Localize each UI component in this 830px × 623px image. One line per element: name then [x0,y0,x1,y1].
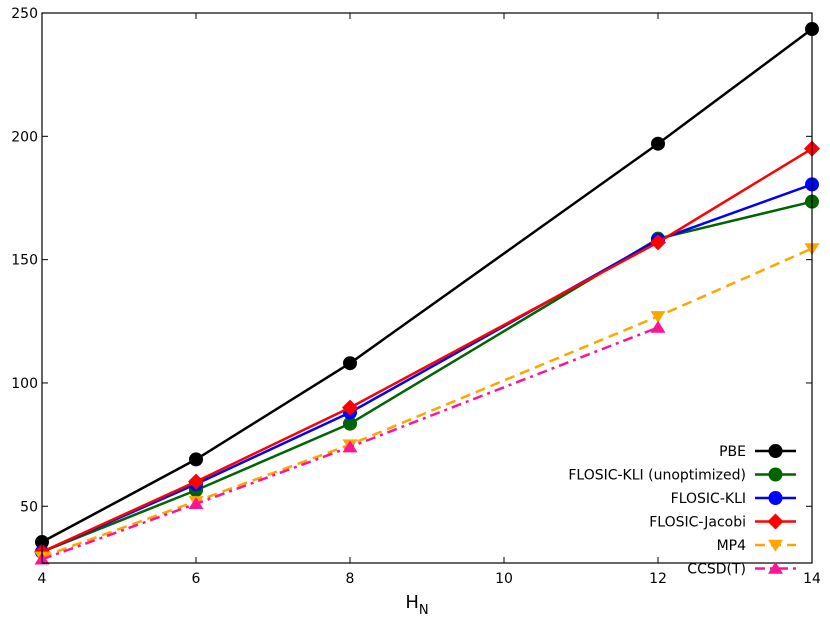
legend-item: MP4 [717,538,796,554]
legend-item: PBE [719,444,796,460]
legend-item: CCSD(T) [687,562,796,578]
data-point [189,452,203,467]
x-axis-title-main: H [405,592,419,613]
x-tick-label: 4 [38,571,47,587]
legend-marker [768,467,783,482]
x-tick-label: 12 [649,571,667,587]
data-point [650,320,666,333]
chart-series [34,22,820,565]
legend-marker [768,444,783,458]
legend-label: FLOSIC-KLI (unoptimized) [568,468,746,484]
x-tick-label: 8 [346,571,355,587]
legend-item: FLOSIC-KLI (unoptimized) [568,467,796,484]
legend-item: FLOSIC-KLI [671,491,796,507]
series-pbe [35,22,819,550]
legend-marker [767,513,784,530]
x-tick-label: 10 [495,571,513,587]
x-tick-label: 6 [192,571,201,587]
legend-marker [768,539,783,552]
y-tick-label: 250 [11,6,38,22]
legend-label: FLOSIC-Jacobi [649,515,746,531]
series-ccsd-t [34,320,666,565]
plot-frame [41,12,813,564]
data-point [650,234,666,251]
data-point [342,399,358,416]
series-line [41,326,659,561]
x-tick-label: 14 [803,571,821,587]
data-point [188,497,204,510]
chart-legend: PBE FLOSIC-KLI (unoptimized) FLOSIC-KLI FLO… [568,444,796,578]
legend-label: CCSD(T) [687,562,746,578]
x-axis-title: HN [405,592,428,618]
data-point [650,311,666,324]
x-axis-title-subscript: N [419,603,429,618]
y-tick-label: 100 [11,376,38,392]
data-point [188,473,204,490]
series-line [41,247,813,559]
y-tick-label: 150 [11,253,38,269]
series-line [41,28,813,544]
legend-label: MP4 [717,538,747,554]
y-tick-label: 50 [20,499,38,515]
legend-label: FLOSIC-KLI [671,491,746,507]
legend-marker [768,491,783,505]
data-point [651,136,665,151]
axis-ticks: 4 6 8 10 12 14 50 100 150 200 250 [11,6,821,587]
data-point [343,356,357,371]
y-tick-label: 200 [11,129,38,145]
legend-label: PBE [719,444,746,460]
legend-item: FLOSIC-Jacobi [649,513,796,531]
data-point [342,440,358,453]
legend-marker [768,561,783,574]
